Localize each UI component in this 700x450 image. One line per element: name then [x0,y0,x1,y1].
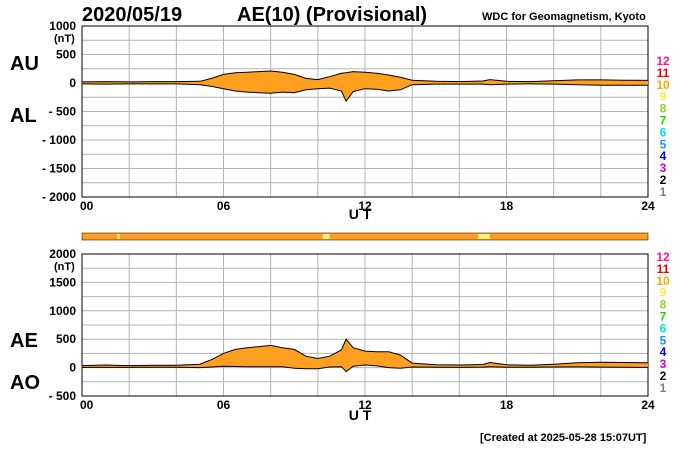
x-tick-label: 12 [358,199,372,213]
x-tick-label: 18 [500,199,514,213]
x-tick-label: 24 [641,199,655,213]
y-tick-label: 500 [56,48,76,62]
x-axis-label: U T [349,206,372,222]
x-tick-label: 06 [217,398,231,412]
x-tick-label: 00 [80,199,94,213]
created-timestamp: [Created at 2025-05-28 15:07UT] [480,432,647,444]
x-tick-label: 00 [80,398,94,412]
y-tick-label: 0 [69,76,76,90]
level-label-10: 10 [656,274,670,288]
level-label-6: 6 [660,321,667,335]
y-tick-label: 2000 [49,247,76,261]
side-label-ae: AE [10,330,38,352]
y-tick-label: - 1000 [42,133,76,147]
level-label-1: 1 [660,185,667,199]
level-label-2: 2 [660,173,667,187]
level-label-12: 12 [656,250,670,264]
plot-frame [81,25,649,198]
unit-label: (nT) [54,261,75,273]
series-line-ae [81,338,649,367]
activity-bar [81,232,649,241]
y-tick-label: 1500 [49,275,76,289]
activity-bar-highlight [117,234,120,239]
y-tick-label: 1000 [49,304,76,318]
source-label: WDC for Geomagnetism, Kyoto [482,11,646,23]
index-title: AE(10) (Provisional) [237,4,428,26]
level-label-10: 10 [656,78,670,92]
level-label-3: 3 [660,357,667,371]
unit-label: (nT) [54,33,75,45]
series-line-al [81,83,648,103]
level-label-4: 4 [660,345,667,359]
side-label-au: AU [10,53,39,75]
x-tick-label: 06 [217,199,231,213]
level-label-6: 6 [660,125,667,139]
level-label-8: 8 [660,298,667,312]
y-tick-label: 1000 [49,19,76,33]
x-tick-label: 18 [500,398,514,412]
y-tick-label: 500 [56,332,76,346]
level-label-11: 11 [657,66,670,80]
level-label-5: 5 [660,137,667,151]
plot-frame [81,253,649,397]
side-label-ao: AO [10,372,40,394]
level-label-9: 9 [660,90,667,104]
series-line-au [81,70,649,83]
series-fill-area [82,339,648,372]
level-label-7: 7 [660,114,667,128]
level-label-1: 1 [660,381,667,395]
x-tick-label: 12 [358,398,372,412]
activity-bar-highlight [478,234,490,239]
level-label-8: 8 [660,102,667,116]
activity-bar-highlight [322,234,330,239]
y-tick-label: - 2000 [42,190,76,204]
level-label-4: 4 [660,149,667,163]
page-date: 2020/05/19 [82,4,183,26]
level-label-7: 7 [660,310,667,324]
series-fill-area [82,71,648,102]
level-label-9: 9 [660,286,667,300]
side-label-al: AL [10,105,37,127]
series-line-ao [82,364,649,373]
level-label-5: 5 [660,333,667,347]
x-tick-label: 24 [641,398,655,412]
y-tick-label: 0 [69,361,76,375]
level-label-3: 3 [660,161,667,175]
level-label-12: 12 [656,54,670,68]
y-tick-label: - 500 [49,105,77,119]
y-tick-label: - 1500 [42,162,76,176]
level-label-2: 2 [660,369,667,383]
y-tick-label: - 500 [49,389,77,403]
level-label-11: 11 [657,262,670,276]
x-axis-label: U T [349,407,372,423]
